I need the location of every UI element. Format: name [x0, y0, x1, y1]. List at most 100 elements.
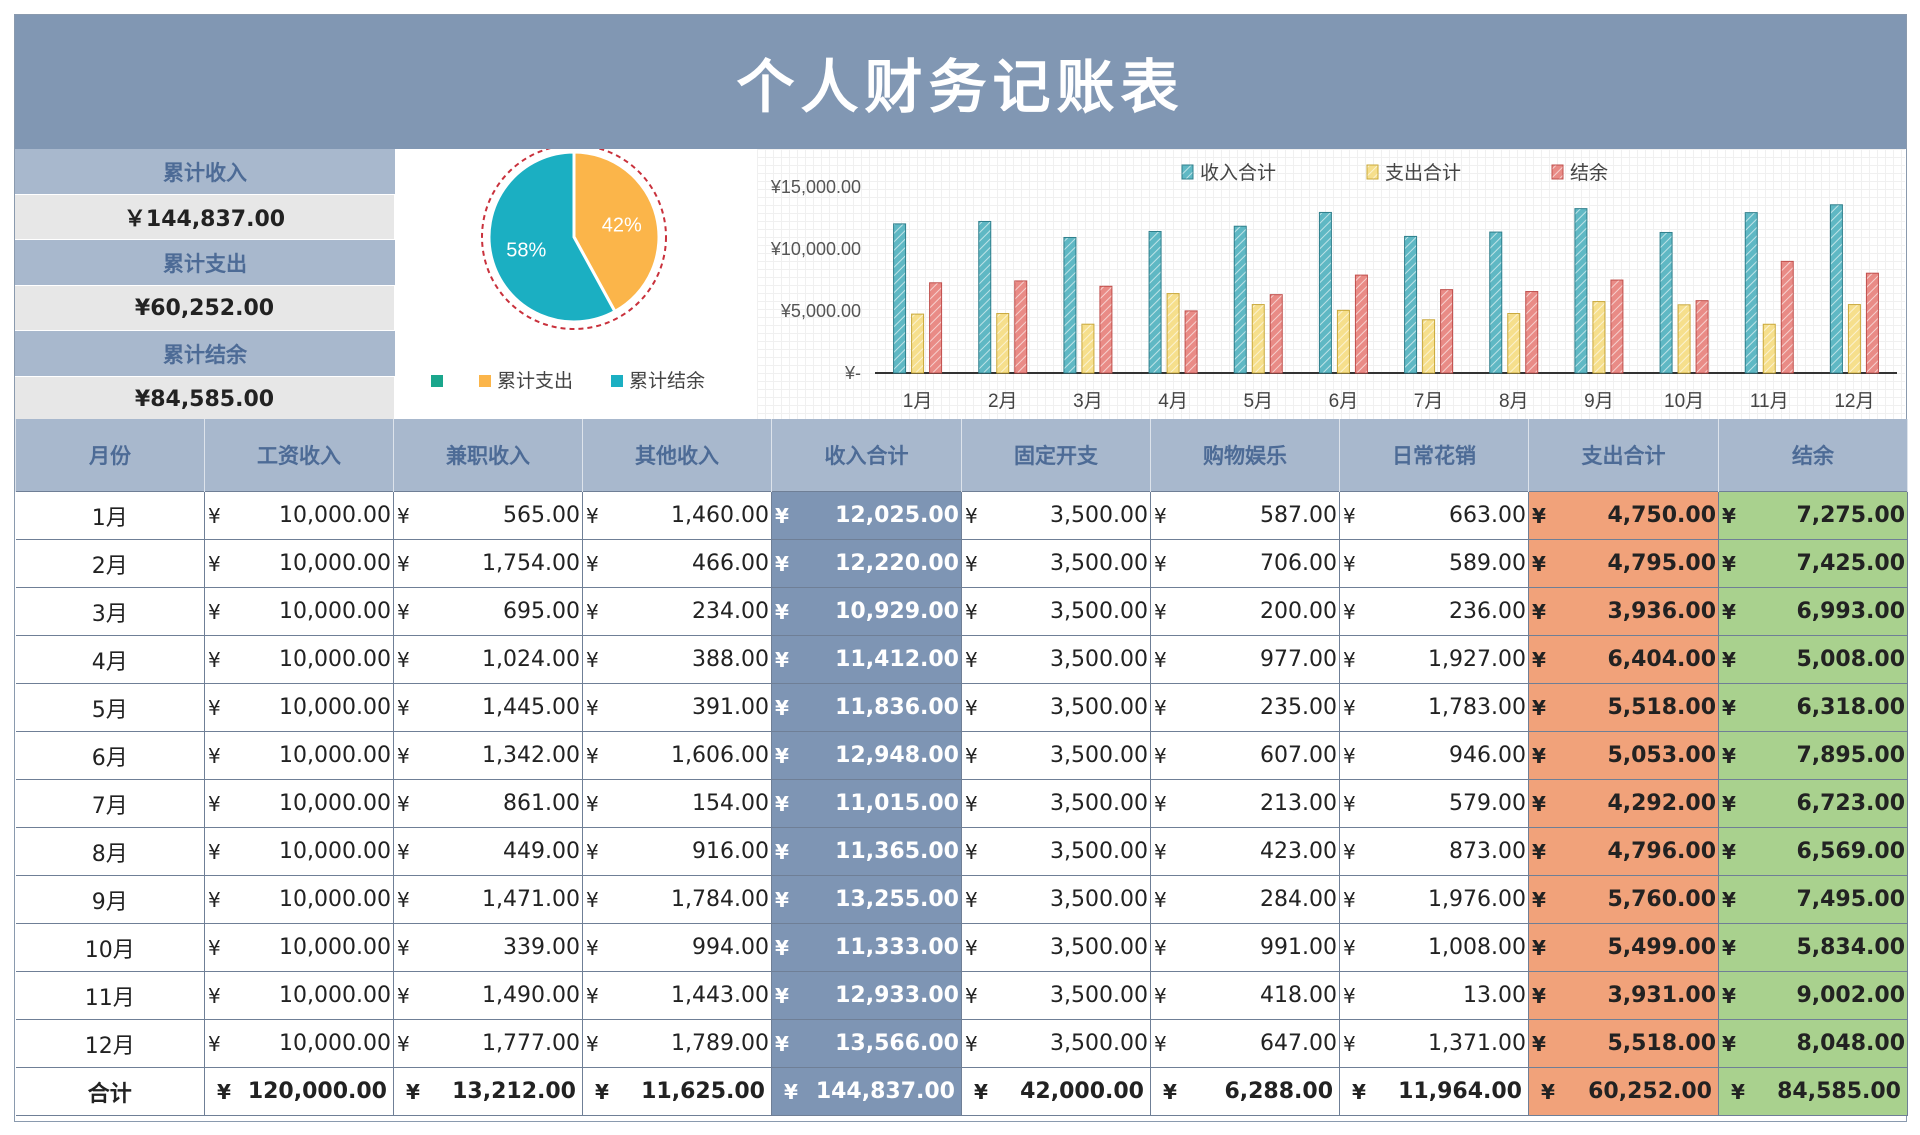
table-cell[interactable]: ¥695.00 [393, 587, 583, 636]
table-cell[interactable]: ¥11,625.00 [582, 1067, 772, 1116]
table-cell[interactable]: ¥3,500.00 [961, 923, 1151, 972]
table-cell[interactable]: ¥607.00 [1150, 731, 1340, 780]
table-cell[interactable]: ¥5,008.00 [1718, 635, 1908, 684]
table-cell[interactable]: ¥7,895.00 [1718, 731, 1908, 780]
table-cell[interactable]: ¥339.00 [393, 923, 583, 972]
table-cell[interactable]: ¥13.00 [1339, 971, 1529, 1020]
table-cell[interactable]: ¥3,500.00 [961, 635, 1151, 684]
table-cell[interactable]: ¥200.00 [1150, 587, 1340, 636]
table-cell[interactable]: ¥873.00 [1339, 827, 1529, 876]
bar-收入合计[interactable] [1489, 231, 1503, 374]
table-cell[interactable]: 1月 [15, 491, 205, 540]
bar-结余[interactable] [1014, 280, 1028, 374]
bar-收入合计[interactable] [1148, 230, 1162, 374]
table-cell[interactable]: ¥1,777.00 [393, 1019, 583, 1068]
column-header[interactable]: 支出合计 [1528, 419, 1719, 492]
bar-支出合计[interactable] [1251, 304, 1265, 374]
table-cell[interactable]: ¥418.00 [1150, 971, 1340, 1020]
table-cell[interactable]: ¥3,500.00 [961, 491, 1151, 540]
table-cell[interactable]: ¥12,025.00 [771, 491, 962, 540]
table-cell[interactable]: ¥10,000.00 [204, 731, 394, 780]
table-cell[interactable]: ¥120,000.00 [204, 1067, 394, 1116]
bar-结余[interactable] [1525, 291, 1539, 374]
bar-支出合计[interactable] [1677, 304, 1691, 374]
table-cell[interactable]: ¥10,000.00 [204, 683, 394, 732]
table-cell[interactable]: ¥154.00 [582, 779, 772, 828]
table-cell[interactable]: ¥1,976.00 [1339, 875, 1529, 924]
table-cell[interactable]: ¥5,834.00 [1718, 923, 1908, 972]
table-cell[interactable]: ¥4,795.00 [1528, 539, 1719, 588]
column-header[interactable]: 收入合计 [771, 419, 962, 492]
summary-expense-label[interactable]: 累计支出 [15, 240, 395, 286]
table-cell[interactable]: 合计 [15, 1067, 205, 1116]
table-cell[interactable]: ¥10,000.00 [204, 1019, 394, 1068]
table-cell[interactable]: ¥10,000.00 [204, 587, 394, 636]
table-cell[interactable]: ¥4,796.00 [1528, 827, 1719, 876]
table-cell[interactable]: ¥1,927.00 [1339, 635, 1529, 684]
table-cell[interactable]: ¥13,566.00 [771, 1019, 962, 1068]
column-header[interactable]: 固定开支 [961, 419, 1151, 492]
table-cell[interactable]: ¥1,784.00 [582, 875, 772, 924]
table-cell[interactable]: ¥647.00 [1150, 1019, 1340, 1068]
table-cell[interactable]: ¥234.00 [582, 587, 772, 636]
bar-结余[interactable] [1354, 274, 1368, 374]
table-cell[interactable]: ¥3,931.00 [1528, 971, 1719, 1020]
table-cell[interactable]: ¥1,783.00 [1339, 683, 1529, 732]
bar-收入合计[interactable] [1063, 236, 1077, 374]
table-cell[interactable]: ¥5,053.00 [1528, 731, 1719, 780]
table-cell[interactable]: ¥1,460.00 [582, 491, 772, 540]
table-cell[interactable]: ¥388.00 [582, 635, 772, 684]
bar-支出合计[interactable] [1847, 304, 1861, 374]
table-cell[interactable]: ¥663.00 [1339, 491, 1529, 540]
table-cell[interactable]: ¥12,933.00 [771, 971, 962, 1020]
bar-收入合计[interactable] [1659, 231, 1673, 374]
table-cell[interactable]: 3月 [15, 587, 205, 636]
table-cell[interactable]: ¥6,993.00 [1718, 587, 1908, 636]
table-cell[interactable]: ¥3,500.00 [961, 683, 1151, 732]
table-cell[interactable]: ¥466.00 [582, 539, 772, 588]
bar-收入合计[interactable] [1829, 204, 1843, 374]
table-cell[interactable]: 10月 [15, 923, 205, 972]
table-cell[interactable]: ¥391.00 [582, 683, 772, 732]
bar-结余[interactable] [1695, 300, 1709, 374]
table-cell[interactable]: ¥13,212.00 [393, 1067, 583, 1116]
table-cell[interactable]: ¥6,723.00 [1718, 779, 1908, 828]
table-cell[interactable]: ¥10,000.00 [204, 539, 394, 588]
table-cell[interactable]: ¥1,024.00 [393, 635, 583, 684]
table-cell[interactable]: ¥587.00 [1150, 491, 1340, 540]
pie-chart-panel[interactable]: 42% 58% 累计支出 累计结余 [401, 149, 751, 419]
table-cell[interactable]: ¥11,365.00 [771, 827, 962, 876]
table-cell[interactable]: ¥3,500.00 [961, 539, 1151, 588]
table-cell[interactable]: 4月 [15, 635, 205, 684]
table-cell[interactable]: ¥11,836.00 [771, 683, 962, 732]
column-header[interactable]: 工资收入 [204, 419, 394, 492]
bar-支出合计[interactable] [996, 313, 1010, 374]
table-cell[interactable]: ¥4,292.00 [1528, 779, 1719, 828]
table-cell[interactable]: ¥1,490.00 [393, 971, 583, 1020]
column-header[interactable]: 购物娱乐 [1150, 419, 1340, 492]
table-cell[interactable]: ¥3,500.00 [961, 731, 1151, 780]
pie-slice-0[interactable] [572, 150, 661, 314]
table-cell[interactable]: ¥579.00 [1339, 779, 1529, 828]
table-cell[interactable]: ¥11,015.00 [771, 779, 962, 828]
table-cell[interactable]: ¥213.00 [1150, 779, 1340, 828]
bar-收入合计[interactable] [1574, 208, 1588, 374]
table-cell[interactable]: ¥5,499.00 [1528, 923, 1719, 972]
table-cell[interactable]: ¥3,936.00 [1528, 587, 1719, 636]
table-cell[interactable]: ¥10,000.00 [204, 635, 394, 684]
table-cell[interactable]: 6月 [15, 731, 205, 780]
bar-结余[interactable] [1099, 285, 1113, 374]
summary-balance-value[interactable]: ¥84,585.00 [15, 377, 395, 422]
table-cell[interactable]: 8月 [15, 827, 205, 876]
table-cell[interactable]: ¥10,000.00 [204, 827, 394, 876]
table-cell[interactable]: ¥6,569.00 [1718, 827, 1908, 876]
table-cell[interactable]: ¥1,371.00 [1339, 1019, 1529, 1068]
table-cell[interactable]: ¥10,000.00 [204, 971, 394, 1020]
table-cell[interactable]: ¥10,000.00 [204, 923, 394, 972]
table-cell[interactable]: ¥7,495.00 [1718, 875, 1908, 924]
table-cell[interactable]: ¥6,318.00 [1718, 683, 1908, 732]
table-cell[interactable]: ¥991.00 [1150, 923, 1340, 972]
table-cell[interactable]: ¥3,500.00 [961, 779, 1151, 828]
table-cell[interactable]: ¥12,948.00 [771, 731, 962, 780]
table-cell[interactable]: ¥10,929.00 [771, 587, 962, 636]
